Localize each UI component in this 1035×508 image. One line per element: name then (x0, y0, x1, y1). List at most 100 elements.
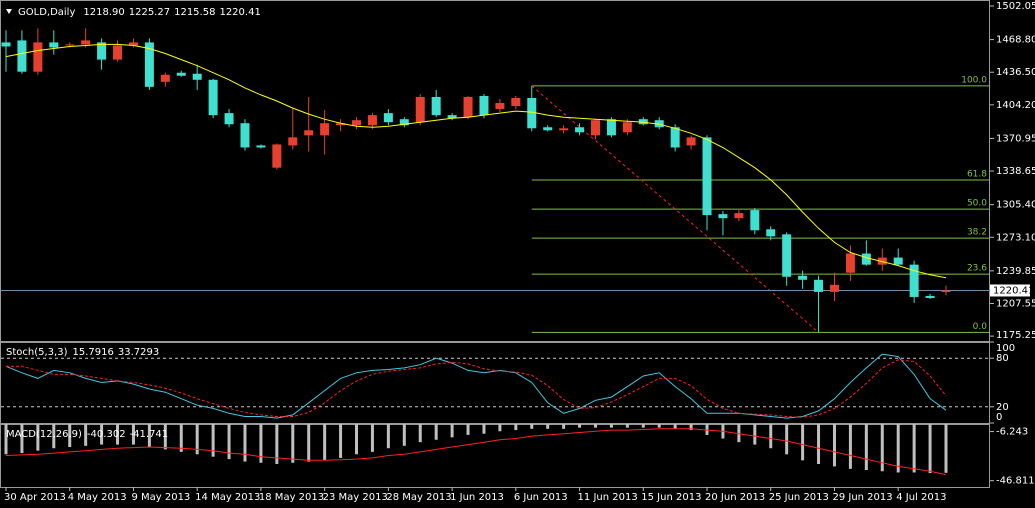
candle-body (272, 144, 282, 168)
candle-body (97, 42, 107, 60)
candle-body (511, 97, 521, 107)
macd-bar (498, 424, 502, 432)
menu-arrow[interactable] (6, 9, 12, 14)
macd-signal-value: -41.741 (130, 429, 169, 440)
candle-body (463, 96, 473, 118)
candle-body (65, 44, 75, 46)
header-close: 1220.41 (219, 7, 260, 18)
stoch-line (6, 359, 947, 418)
y-tick-label: -6.243 (996, 427, 1028, 438)
main-header: GOLD,Daily 1218.90 1225.27 1215.58 1220.41 (18, 7, 261, 18)
macd-main-value: -40.302 (87, 429, 126, 440)
candle-body (240, 123, 250, 148)
macd-bar (131, 424, 135, 445)
stoch-signal-value: 33.7293 (118, 347, 159, 358)
macd-bar (195, 424, 199, 455)
candle-body (702, 137, 712, 216)
macd-bar (20, 424, 24, 454)
y-tick-label: 80 (996, 353, 1009, 364)
y-tick-label: -46.811 (996, 476, 1035, 487)
macd-bar (4, 424, 8, 455)
macd-pane-frame (0, 424, 990, 488)
x-tick-label: 15 Jun 2013 (641, 492, 701, 503)
candle-body (670, 127, 680, 148)
main-pane-frame (0, 0, 990, 342)
macd-bar (817, 424, 821, 464)
x-tick-label: 18 May 2013 (259, 492, 324, 503)
candle-body (766, 229, 776, 237)
candle-body (256, 145, 266, 148)
macd-bar (944, 424, 948, 473)
x-tick-label: 14 May 2013 (195, 492, 260, 503)
y-tick-label: 1502.05 (996, 1, 1035, 12)
moving-average (5, 43, 947, 279)
candle-body (750, 210, 760, 231)
macd-bar (912, 424, 916, 473)
candle-body (845, 253, 855, 273)
candle-body (590, 120, 600, 136)
macd-bar (339, 424, 343, 458)
fib-label: 61.8 (967, 170, 987, 180)
candle-body (352, 120, 362, 126)
macd-title: MACD(12,26,9) (6, 429, 82, 440)
stoch-main-value: 15.7916 (72, 347, 113, 358)
candle-body (1, 42, 11, 47)
macd-bar (689, 424, 693, 431)
x-tick-label: 29 Jun 2013 (832, 492, 892, 503)
y-tick-label: 1404.20 (996, 100, 1035, 111)
candle-body (33, 42, 43, 72)
macd-bar (84, 424, 88, 446)
stoch-pane-frame (0, 342, 990, 424)
candle-body (622, 122, 632, 133)
macd-bar (928, 424, 932, 474)
candle-body (176, 72, 186, 76)
header-low: 1215.58 (174, 7, 215, 18)
y-tick-label: 1370.95 (996, 133, 1035, 144)
macd-bar (769, 424, 773, 449)
x-tick-label: 4 May 2013 (68, 492, 127, 503)
candle-body (527, 97, 537, 129)
stoch-line (5, 353, 947, 419)
fib-label: 23.6 (967, 264, 987, 274)
candle-body (559, 128, 569, 131)
candle-body (336, 123, 346, 126)
candle-body (861, 253, 871, 265)
candle-body (17, 40, 27, 72)
candle-body (367, 115, 377, 126)
x-tick-label: 25 Jun 2013 (769, 492, 829, 503)
macd-bar (275, 424, 279, 464)
candle-body (686, 137, 696, 146)
y-tick-label: 1207.55 (996, 298, 1035, 309)
candle-body (415, 96, 425, 123)
macd-bar (514, 424, 518, 431)
macd-bar (562, 424, 566, 429)
candle-body (479, 95, 489, 116)
macd-bar (593, 424, 597, 428)
x-tick-label: 1 Jun 2013 (450, 492, 504, 503)
candle-body (304, 130, 314, 136)
candle-body (399, 119, 409, 126)
candle-body (798, 275, 808, 280)
macd-bar (386, 424, 390, 449)
macd-bar (785, 424, 789, 455)
fib-label: 50.0 (967, 199, 987, 209)
candle-body (893, 257, 903, 265)
stoch-header: Stoch(5,3,3) 15.7916 33.7293 (6, 347, 159, 358)
candle-body (113, 45, 123, 60)
x-tick-label: 28 May 2013 (386, 492, 451, 503)
macd-bar (36, 424, 40, 451)
candle-body (734, 213, 744, 219)
macd-bar (370, 424, 374, 452)
macd-signal (5, 428, 947, 476)
macd-bar (880, 424, 884, 472)
candle-body (782, 234, 792, 277)
macd-bar (291, 424, 295, 463)
macd-bar (163, 424, 167, 450)
y-tick-label: 1468.80 (996, 35, 1035, 46)
y-tick-label: 1338.65 (996, 166, 1035, 177)
header-high: 1225.27 (129, 7, 170, 18)
macd-bar (530, 424, 534, 429)
